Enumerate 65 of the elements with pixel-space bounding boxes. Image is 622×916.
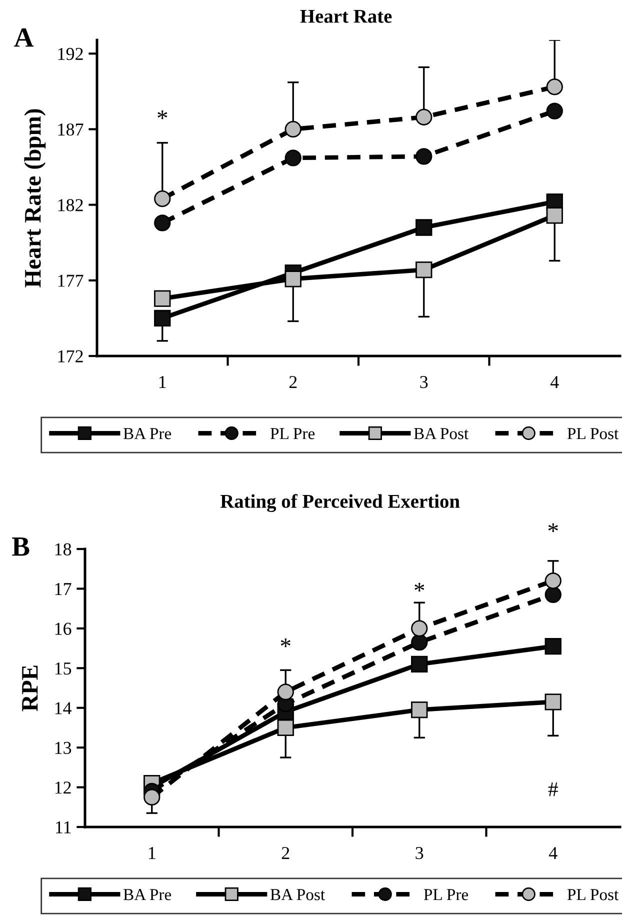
- point: [144, 788, 160, 806]
- point: [544, 572, 562, 590]
- legend-label: BA Post: [414, 428, 469, 440]
- point: [416, 219, 432, 236]
- point: [277, 719, 294, 736]
- y-tick-label: 13: [55, 742, 72, 754]
- y-tick-label: 12: [55, 782, 71, 794]
- chart-title: Heart Rate: [300, 10, 392, 23]
- x-tick-label: 4: [550, 376, 559, 388]
- legend-label: BA Pre: [123, 428, 172, 440]
- annotation: *: [414, 582, 424, 592]
- chart-title: Rating of Perceived Exertion: [220, 494, 460, 512]
- point: [544, 586, 562, 604]
- point: [411, 620, 428, 637]
- point: [411, 634, 428, 651]
- point: [416, 148, 432, 165]
- point: [544, 694, 562, 710]
- point: [154, 190, 171, 208]
- point: [411, 702, 428, 718]
- annotation: *: [280, 638, 290, 648]
- y-tick-label: 14: [55, 702, 72, 714]
- point: [546, 102, 563, 120]
- text: *: [548, 523, 558, 532]
- point: [154, 214, 171, 232]
- y-tick-label: 187: [58, 123, 84, 136]
- point: [416, 261, 432, 278]
- legend-label: PL Post: [567, 428, 619, 440]
- legend-label: PL Pre: [424, 889, 468, 900]
- x-tick-label: 1: [148, 847, 156, 859]
- x-tick-label: 1: [159, 376, 166, 388]
- point: [416, 108, 432, 126]
- y-tick-label: 15: [55, 662, 72, 675]
- point: [544, 638, 562, 655]
- point: [284, 150, 302, 166]
- point: [277, 684, 294, 700]
- y-tick-label: 16: [55, 622, 72, 635]
- x-tick-label: 3: [416, 847, 424, 860]
- annotation: #: [548, 782, 558, 796]
- x-tick-label: 4: [548, 847, 558, 859]
- x-tick-label: 2: [282, 847, 290, 859]
- legend-label: PL Post: [567, 889, 619, 900]
- x-tick-label: 3: [420, 376, 428, 388]
- legend-label: PL Pre: [270, 428, 315, 440]
- text: A: [14, 28, 34, 47]
- y-tick-label: 177: [58, 274, 84, 287]
- legend-label: BA Post: [270, 889, 325, 900]
- legend-label: BA Pre: [123, 889, 172, 900]
- point: [284, 270, 302, 288]
- point: [154, 310, 171, 327]
- y-tick-label: 182: [58, 199, 83, 212]
- y-tick-label: 18: [55, 543, 72, 556]
- point: [411, 656, 428, 673]
- point: [154, 290, 171, 307]
- y-axis-title: Heart Rate (bpm): [24, 109, 46, 288]
- point: [546, 207, 563, 224]
- text: B: [12, 537, 30, 556]
- y-tick-label: 17: [55, 583, 72, 595]
- y-tick-label: 192: [58, 48, 83, 60]
- annotation: *: [158, 110, 168, 120]
- y-axis-title: RPE: [22, 666, 38, 712]
- y-tick-label: 11: [56, 821, 71, 834]
- x-tick-label: 2: [289, 376, 297, 388]
- y-tick-label: 172: [58, 350, 83, 362]
- point: [284, 120, 302, 138]
- point: [546, 78, 563, 96]
